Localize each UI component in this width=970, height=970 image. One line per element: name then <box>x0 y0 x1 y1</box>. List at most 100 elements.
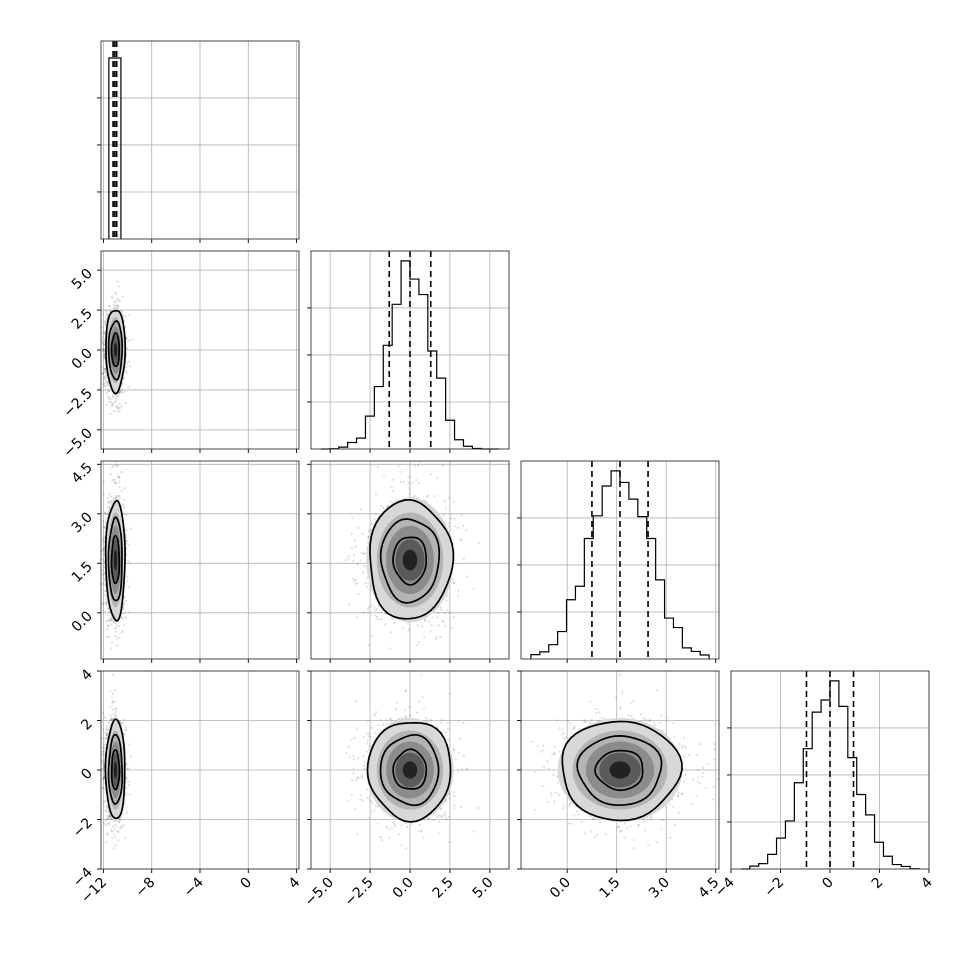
scatter-point <box>408 482 411 485</box>
scatter-point <box>389 500 392 503</box>
scatter-point <box>120 489 123 492</box>
scatter-point <box>120 405 123 408</box>
contour-1 <box>105 309 127 395</box>
scatter-point <box>105 734 108 737</box>
scatter-point <box>103 332 106 335</box>
scatter-point <box>106 805 109 809</box>
scatter-point <box>101 558 104 561</box>
scatter-point <box>103 536 106 539</box>
scatter-point <box>125 529 128 532</box>
scatter-point <box>128 562 131 565</box>
scatter-panel-3-1 <box>97 460 300 663</box>
scatter-point <box>103 368 106 371</box>
panel-frame <box>100 40 300 240</box>
scatter-point <box>402 627 405 630</box>
scatter-point <box>367 582 370 585</box>
scatter-point <box>408 493 411 496</box>
scatter-point <box>113 480 116 483</box>
scatter-point <box>102 347 105 350</box>
scatter-point <box>116 395 119 398</box>
scatter-point <box>103 349 106 352</box>
scatter-point <box>102 565 105 569</box>
scatter-point <box>366 585 369 589</box>
scatter-point <box>124 599 127 602</box>
contour-2 <box>107 320 124 381</box>
scatter-point <box>391 489 394 492</box>
scatter-point <box>353 539 356 543</box>
scatter-point <box>104 320 107 323</box>
scatter-point <box>367 644 370 647</box>
scatter-point <box>117 475 120 478</box>
scatter-point <box>357 526 360 530</box>
scatter-point <box>128 611 131 614</box>
scatter-point <box>109 412 112 415</box>
scatter-point <box>118 476 121 479</box>
scatter-point <box>397 464 400 467</box>
scatter-point <box>105 374 108 377</box>
scatter-point <box>111 478 114 482</box>
scatter-point <box>431 616 434 619</box>
scatter-point <box>109 619 112 622</box>
scatter-point <box>115 394 118 397</box>
scatter-point <box>416 464 420 467</box>
scatter-point <box>101 339 104 342</box>
scatter-point <box>116 304 119 308</box>
scatter-point <box>363 565 366 568</box>
scatter-point <box>106 496 109 499</box>
density-level-5 <box>113 549 118 571</box>
scatter-point <box>102 728 105 731</box>
scatter-point <box>102 355 105 358</box>
scatter-point <box>102 493 105 496</box>
scatter-point <box>447 497 450 500</box>
scatter-point <box>114 400 117 403</box>
scatter-point <box>361 571 365 574</box>
scatter-point <box>110 647 113 650</box>
scatter-point <box>351 516 354 519</box>
scatter-point <box>416 643 419 647</box>
scatter-point <box>115 300 118 303</box>
scatter-point <box>110 641 114 644</box>
hist-panel-2 <box>307 250 510 453</box>
scatter-point <box>117 394 120 397</box>
scatter-point <box>117 495 121 498</box>
scatter-point <box>382 506 385 509</box>
scatter-point <box>107 304 110 307</box>
scatter-point <box>101 711 105 714</box>
scatter-point <box>106 512 109 515</box>
scatter-point <box>111 673 115 676</box>
scatter-point <box>443 624 447 628</box>
scatter-point <box>104 379 107 382</box>
scatter-point <box>127 560 130 563</box>
scatter-point <box>119 391 122 394</box>
scatter-point <box>436 476 439 479</box>
scatter-point <box>110 296 114 300</box>
scatter-point <box>360 551 363 555</box>
scatter-point <box>113 291 117 294</box>
scatter-point <box>449 517 453 520</box>
scatter-point <box>107 501 110 504</box>
scatter-point <box>116 644 119 647</box>
scatter-point <box>118 300 121 303</box>
scatter-point <box>430 473 433 476</box>
contour-3 <box>392 536 428 586</box>
histogram-step <box>740 680 920 870</box>
scatter-point <box>406 630 410 633</box>
scatter-point <box>102 601 105 605</box>
scatter-point <box>102 349 105 353</box>
panel-frame <box>310 460 510 660</box>
scatter-point <box>104 590 107 593</box>
scatter-point <box>417 482 420 485</box>
scatter-point <box>347 557 350 560</box>
scatter-point <box>114 835 117 839</box>
scatter-point <box>123 602 126 605</box>
scatter-point <box>102 520 105 523</box>
scatter-point <box>115 715 118 718</box>
scatter-point <box>114 635 117 638</box>
scatter-point <box>380 504 383 507</box>
scatter-point <box>122 607 125 611</box>
scatter-point <box>446 595 449 598</box>
scatter-point <box>370 635 374 638</box>
scatter-point <box>119 496 122 500</box>
scatter-point <box>452 578 455 581</box>
contour-3 <box>110 534 121 585</box>
